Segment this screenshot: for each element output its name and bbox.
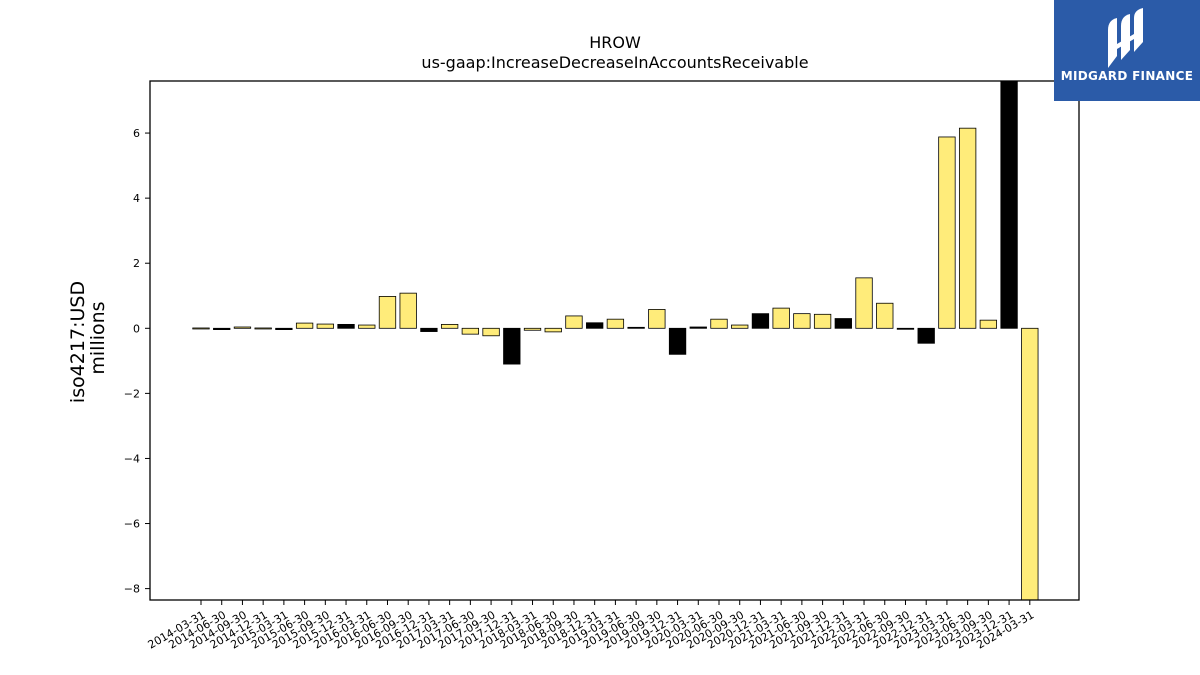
bar-2023-03-31 [938, 136, 956, 329]
bar-2015-12-31 [337, 323, 355, 329]
bar-2020-09-30 [731, 324, 749, 329]
bar-2023-12-31 [1000, 80, 1018, 329]
bar-2014-09-30 [233, 326, 252, 329]
bar-2022-06-30 [876, 302, 894, 329]
y-tick-label: −8 [124, 583, 140, 596]
bar-2017-12-31 [503, 327, 521, 365]
bar-2020-03-31 [689, 326, 707, 329]
bar-2021-06-30 [793, 313, 811, 329]
bar-2016-09-30 [399, 292, 417, 329]
y-tick-label: 0 [133, 322, 140, 335]
midgard-finance-logo: MIDGARD FINANCE [1054, 0, 1200, 101]
bar-2014-03-31 [192, 327, 210, 330]
y-tick-label: −6 [124, 518, 140, 531]
y-tick-label: 4 [133, 192, 140, 205]
bar-2019-09-30 [648, 309, 666, 329]
bar-2021-12-31 [834, 318, 852, 329]
bar-2016-03-31 [358, 324, 376, 329]
bar-2022-12-31 [917, 327, 935, 344]
y-tick-label: 6 [133, 127, 140, 140]
bar-2018-12-31 [586, 322, 604, 329]
bar-2014-12-31 [254, 327, 272, 330]
chart-subtitle: us-gaap:IncreaseDecreaseInAccountsReceiv… [421, 53, 808, 72]
y-tick-label: 2 [133, 257, 140, 270]
bar-2017-09-30 [482, 327, 500, 337]
bar-2020-12-31 [751, 313, 770, 329]
bar-2019-03-31 [606, 318, 625, 329]
bar-2016-12-31 [420, 327, 438, 332]
bar-2017-03-31 [440, 323, 459, 329]
bar-2015-09-30 [316, 323, 334, 329]
bar-2015-03-31 [275, 327, 293, 330]
bar-2020-06-30 [710, 318, 728, 329]
bar-2019-06-30 [627, 326, 645, 329]
logo-mark-icon [1108, 8, 1143, 68]
bar-2014-06-30 [213, 327, 231, 330]
y-axis-label-units: millions [87, 301, 109, 374]
bar-2016-06-30 [378, 296, 397, 329]
bar-2019-12-31 [668, 327, 687, 355]
bar-2023-06-30 [958, 127, 977, 329]
y-tick-label: −4 [124, 452, 140, 465]
y-tick-label: −2 [124, 387, 140, 400]
bar-2024-03-31 [1021, 327, 1039, 601]
bar-2023-09-30 [979, 319, 998, 329]
bar-2021-09-30 [813, 313, 832, 329]
bar-2017-06-30 [461, 327, 480, 335]
bar-2018-03-31 [523, 327, 542, 331]
bar-2022-03-31 [855, 277, 873, 329]
logo-text: MIDGARD FINANCE [1060, 69, 1194, 83]
bar-2018-06-30 [544, 327, 562, 333]
plot-frame [149, 80, 1080, 601]
chart-title: HROW [589, 33, 641, 52]
bar-2018-09-30 [565, 315, 583, 329]
bar-2022-09-30 [896, 327, 915, 330]
bar-2021-03-31 [772, 307, 790, 329]
y-axis-label: iso4217:USD [67, 281, 89, 403]
bar-2015-06-30 [295, 322, 314, 329]
